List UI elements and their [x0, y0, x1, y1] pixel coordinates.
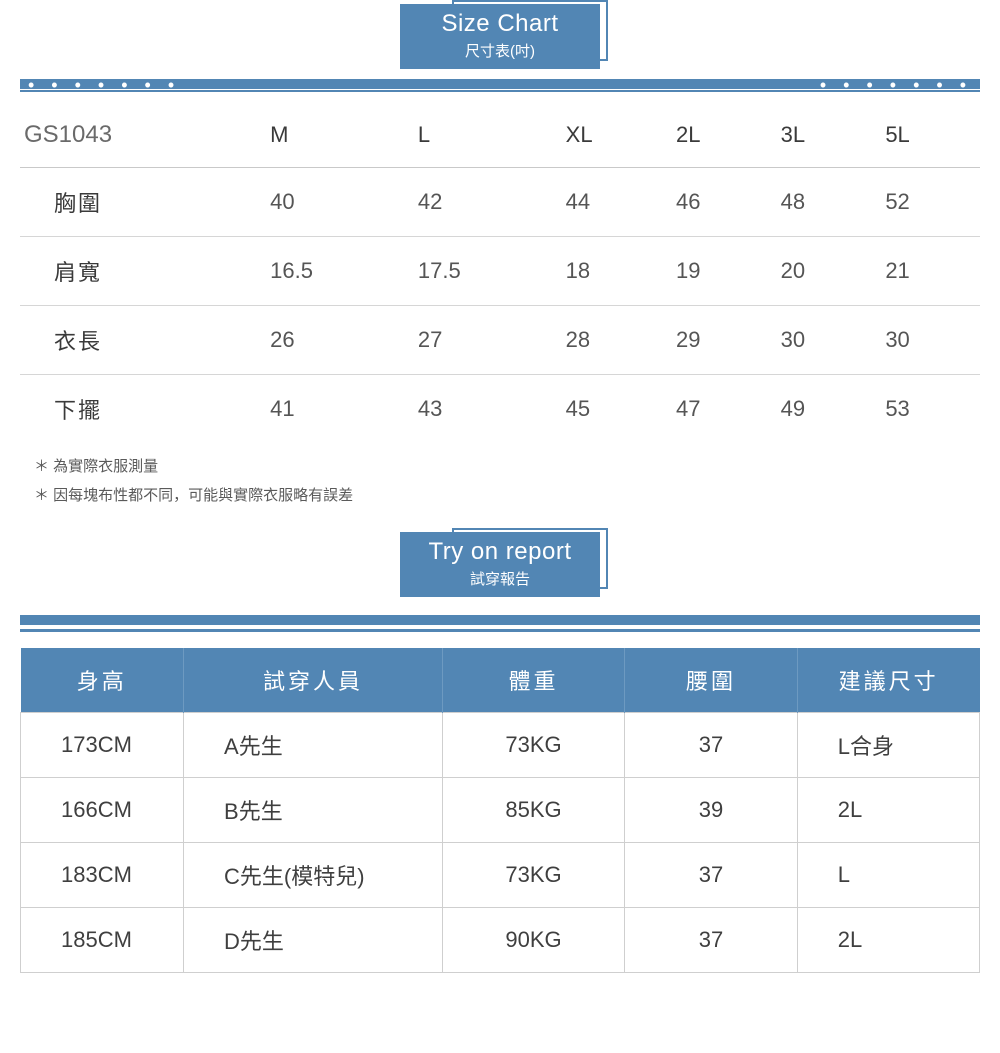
tryon-col-header: 試穿人員	[184, 648, 443, 713]
tryon-height: 185CM	[21, 908, 184, 973]
tryon-col-header: 腰圍	[625, 648, 798, 713]
title-badge-front: Try on report 試穿報告	[400, 532, 600, 597]
size-cell: 26	[260, 306, 408, 375]
size-cell: 53	[875, 375, 980, 444]
tryon-height: 183CM	[21, 843, 184, 908]
size-row-label: 肩寬	[20, 237, 260, 306]
size-chart-title-en: Size Chart	[428, 10, 572, 38]
size-cell: 20	[771, 237, 876, 306]
tryon-weight: 73KG	[442, 713, 624, 778]
size-table-row: 肩寬 16.5 17.5 18 19 20 21	[20, 237, 980, 306]
tryon-col-header: 體重	[442, 648, 624, 713]
size-cell: 16.5	[260, 237, 408, 306]
dotted-divider	[20, 79, 980, 89]
tryon-header-row: 身高 試穿人員 體重 腰圍 建議尺寸	[21, 648, 980, 713]
tryon-weight: 73KG	[442, 843, 624, 908]
tryon-weight: 90KG	[442, 908, 624, 973]
sep-thin	[20, 629, 980, 632]
size-col-header: 3L	[771, 103, 876, 168]
tryon-col-header: 身高	[21, 648, 184, 713]
tryon-height: 166CM	[21, 778, 184, 843]
size-cell: 17.5	[408, 237, 556, 306]
sep-thick	[20, 615, 980, 625]
tryon-size: L合身	[797, 713, 979, 778]
tryon-title-zh: 試穿報告	[428, 568, 572, 589]
note-line: ＊ 因每塊布性都不同，可能與實際衣服略有誤差	[34, 482, 966, 511]
size-cell: 30	[875, 306, 980, 375]
size-table-header-row: GS1043 M L XL 2L 3L 5L	[20, 103, 980, 168]
size-cell: 21	[875, 237, 980, 306]
tryon-tester: A先生	[184, 713, 443, 778]
size-table-row: 衣長 26 27 28 29 30 30	[20, 306, 980, 375]
size-cell: 47	[666, 375, 771, 444]
tryon-title-en: Try on report	[428, 538, 572, 566]
tryon-table: 身高 試穿人員 體重 腰圍 建議尺寸 173CM A先生 73KG 37 L合身…	[20, 648, 980, 973]
size-row-label: 衣長	[20, 306, 260, 375]
tryon-row: 173CM A先生 73KG 37 L合身	[21, 713, 980, 778]
size-table-row: 胸圍 40 42 44 46 48 52	[20, 168, 980, 237]
size-cell: 29	[666, 306, 771, 375]
tryon-size: 2L	[797, 778, 979, 843]
size-cell: 42	[408, 168, 556, 237]
note-line: ＊ 為實際衣服測量	[34, 453, 966, 482]
size-row-label: 下擺	[20, 375, 260, 444]
tryon-height: 173CM	[21, 713, 184, 778]
size-col-header: M	[260, 103, 408, 168]
title-badge-front: Size Chart 尺寸表(吋)	[400, 4, 600, 69]
tryon-tester: C先生(模特兒)	[184, 843, 443, 908]
tryon-weight: 85KG	[442, 778, 624, 843]
tryon-size: L	[797, 843, 979, 908]
size-cell: 49	[771, 375, 876, 444]
size-table-row: 下擺 41 43 45 47 49 53	[20, 375, 980, 444]
tryon-title-badge: Try on report 試穿報告	[400, 532, 600, 597]
size-col-header: 2L	[666, 103, 771, 168]
size-row-label: 胸圍	[20, 168, 260, 237]
size-cell: 46	[666, 168, 771, 237]
size-cell: 30	[771, 306, 876, 375]
tryon-waist: 37	[625, 713, 798, 778]
size-chart-title-wrap: Size Chart 尺寸表(吋)	[0, 0, 1000, 79]
double-separator	[20, 615, 980, 632]
tryon-waist: 37	[625, 843, 798, 908]
size-cell: 44	[556, 168, 666, 237]
tryon-waist: 37	[625, 908, 798, 973]
size-col-header: L	[408, 103, 556, 168]
size-chart-title-badge: Size Chart 尺寸表(吋)	[400, 4, 600, 69]
tryon-title-wrap: Try on report 試穿報告	[0, 528, 1000, 607]
size-col-header: 5L	[875, 103, 980, 168]
size-cell: 52	[875, 168, 980, 237]
tryon-row: 185CM D先生 90KG 37 2L	[21, 908, 980, 973]
size-cell: 18	[556, 237, 666, 306]
page: Size Chart 尺寸表(吋) GS1043 M L XL 2L 3L 5L…	[0, 0, 1000, 973]
size-table: GS1043 M L XL 2L 3L 5L 胸圍 40 42 44 46 48…	[20, 103, 980, 443]
size-cell: 40	[260, 168, 408, 237]
size-cell: 28	[556, 306, 666, 375]
tryon-tester: D先生	[184, 908, 443, 973]
size-cell: 45	[556, 375, 666, 444]
product-code: GS1043	[20, 103, 260, 168]
size-cell: 43	[408, 375, 556, 444]
tryon-col-header: 建議尺寸	[797, 648, 979, 713]
tryon-waist: 39	[625, 778, 798, 843]
tryon-row: 183CM C先生(模特兒) 73KG 37 L	[21, 843, 980, 908]
size-chart-notes: ＊ 為實際衣服測量 ＊ 因每塊布性都不同，可能與實際衣服略有誤差	[34, 453, 966, 510]
size-cell: 27	[408, 306, 556, 375]
tryon-tester: B先生	[184, 778, 443, 843]
size-col-header: XL	[556, 103, 666, 168]
tryon-size: 2L	[797, 908, 979, 973]
size-cell: 19	[666, 237, 771, 306]
size-cell: 41	[260, 375, 408, 444]
tryon-row: 166CM B先生 85KG 39 2L	[21, 778, 980, 843]
size-chart-title-zh: 尺寸表(吋)	[428, 40, 572, 61]
size-cell: 48	[771, 168, 876, 237]
